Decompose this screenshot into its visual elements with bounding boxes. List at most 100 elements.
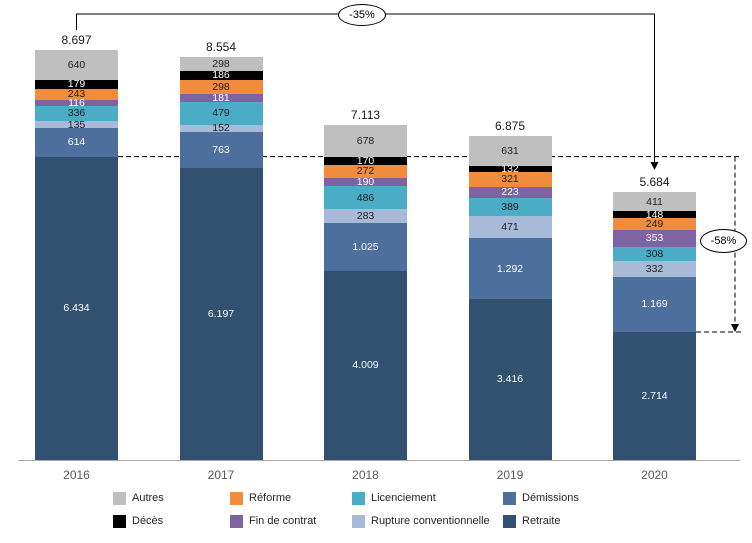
legend-label: Retraite bbox=[522, 515, 561, 527]
segment-value-label: 170 bbox=[356, 154, 375, 167]
legend-label: Rupture conventionnelle bbox=[371, 515, 490, 527]
bar-segment-licenciement: 308 bbox=[613, 246, 696, 262]
segment-value-label: 763 bbox=[212, 143, 230, 156]
legend-swatch bbox=[230, 515, 243, 528]
segment-value-label: 631 bbox=[501, 144, 519, 157]
legend-label: Réforme bbox=[249, 492, 292, 504]
legend-item-décès: Décès bbox=[113, 515, 230, 528]
segment-value-label: 332 bbox=[645, 262, 664, 275]
bar-segment-fin-de-contrat: 190 bbox=[324, 175, 407, 188]
segment-value-label: 640 bbox=[67, 58, 86, 71]
segment-value-label: 353 bbox=[645, 232, 664, 245]
segment-value-label: 298 bbox=[212, 80, 230, 93]
bar-total-label: 7.113 bbox=[350, 107, 381, 122]
bar-segment-réforme: 321 bbox=[468, 171, 552, 188]
segment-value-label: 389 bbox=[501, 200, 519, 213]
annotation-total-change: -35% bbox=[338, 4, 386, 26]
bar-segment-réforme: 272 bbox=[324, 164, 407, 178]
bar-segment-autres: 298 bbox=[179, 56, 263, 71]
bar-segment-licenciement: 336 bbox=[35, 105, 118, 122]
bar-segment-retraite: 3.416 bbox=[468, 298, 552, 460]
legend-label: Fin de contrat bbox=[249, 515, 317, 527]
x-axis-label: 2018 bbox=[352, 468, 379, 482]
legend-label: Démissions bbox=[522, 492, 579, 504]
segment-value-label: 614 bbox=[67, 135, 86, 148]
segment-value-label: 1.169 bbox=[641, 298, 668, 311]
segment-value-label: 471 bbox=[501, 220, 519, 233]
legend-swatch bbox=[503, 515, 516, 528]
bar-segment-décès: 170 bbox=[324, 154, 407, 167]
bar-segment-démissions: 1.169 bbox=[613, 276, 696, 333]
bar-segment-décès: 148 bbox=[613, 210, 696, 220]
segment-value-label: 678 bbox=[356, 134, 375, 147]
segment-value-label: 308 bbox=[645, 247, 664, 260]
bar-segment-autres: 631 bbox=[468, 135, 552, 166]
bar-segment-décès: 186 bbox=[179, 68, 263, 81]
segment-value-label: 181 bbox=[212, 91, 230, 104]
segment-value-label: 321 bbox=[501, 173, 519, 186]
bar-segment-décès: 132 bbox=[468, 164, 552, 174]
bar-segment-retraite: 6.434 bbox=[35, 156, 118, 460]
legend-swatch bbox=[352, 515, 365, 528]
annotation-total-change-label: -35% bbox=[349, 9, 375, 21]
legend-item-autres: Autres bbox=[113, 492, 230, 505]
legend-item-retraite: Retraite bbox=[503, 515, 579, 528]
legend-swatch bbox=[113, 515, 126, 528]
segment-value-label: 283 bbox=[356, 209, 375, 222]
segment-value-label: 186 bbox=[212, 68, 230, 81]
stacked-bar-2018: 4.009 1.025 283 486 190 272 170 678 bbox=[324, 124, 407, 460]
x-axis-label: 2020 bbox=[641, 468, 668, 482]
legend-label: Autres bbox=[132, 492, 164, 504]
legend-item-réforme: Réforme bbox=[230, 492, 352, 505]
segment-value-label: 3.416 bbox=[496, 373, 524, 386]
x-axis-label: 2019 bbox=[496, 468, 524, 482]
segment-value-label: 1.025 bbox=[352, 240, 379, 253]
legend-item-rupture-conventionnelle: Rupture conventionnelle bbox=[352, 515, 503, 528]
stacked-bar-2020: 2.714 1.169 332 308 353 249 148 411 bbox=[613, 192, 696, 460]
bar-segment-fin-de-contrat: 116 bbox=[35, 98, 118, 108]
bar-segment-rupture-conventionnelle: 283 bbox=[324, 209, 407, 223]
stacked-bar-2019: 3.416 1.292 471 389 223 321 132 631 bbox=[468, 135, 552, 460]
stacked-bar-2016: 6.434 614 135 336 116 243 179 640 bbox=[35, 50, 118, 460]
segment-value-label: 4.009 bbox=[352, 359, 379, 372]
legend-label: Licenciement bbox=[371, 492, 436, 504]
bar-segment-réforme: 298 bbox=[179, 79, 263, 94]
bar-segment-démissions: 1.025 bbox=[324, 222, 407, 271]
bar-segment-décès: 179 bbox=[35, 78, 118, 91]
x-axis-label: 2017 bbox=[207, 468, 235, 482]
x-axis-line bbox=[18, 460, 740, 461]
segment-value-label: 1.292 bbox=[496, 262, 524, 275]
bar-segment-fin-de-contrat: 353 bbox=[613, 230, 696, 247]
bar-segment-rupture-conventionnelle: 135 bbox=[35, 119, 118, 129]
annotation-retraite-change: -58% bbox=[700, 229, 747, 253]
segment-value-label: 190 bbox=[356, 175, 375, 188]
legend-swatch bbox=[352, 492, 365, 505]
legend-swatch bbox=[230, 492, 243, 505]
segment-value-label: 411 bbox=[646, 195, 663, 208]
segment-value-label: 272 bbox=[356, 164, 375, 177]
bar-segment-démissions: 614 bbox=[35, 127, 118, 157]
bar-segment-autres: 411 bbox=[613, 192, 696, 212]
legend-label: Décès bbox=[132, 515, 164, 527]
bar-segment-réforme: 249 bbox=[613, 218, 696, 231]
bar-total-label: 8.554 bbox=[205, 39, 237, 54]
segment-value-label: 298 bbox=[212, 57, 230, 70]
segment-value-label: 179 bbox=[67, 78, 86, 91]
legend: Autres Réforme Licenciement Démissions Décès… bbox=[113, 492, 579, 528]
legend-swatch bbox=[113, 492, 126, 505]
bar-segment-retraite: 4.009 bbox=[324, 271, 407, 460]
bar-segment-démissions: 763 bbox=[179, 131, 263, 168]
bar-total-label: 8.697 bbox=[61, 33, 92, 47]
legend-item-démissions: Démissions bbox=[503, 492, 579, 505]
legend-swatch bbox=[503, 492, 516, 505]
bar-total-label: 5.684 bbox=[639, 175, 670, 190]
annotation-retraite-change-label: -58% bbox=[710, 235, 737, 247]
bar-segment-autres: 678 bbox=[324, 124, 407, 157]
segment-value-label: 6.197 bbox=[207, 307, 235, 320]
bar-total-label: 6.875 bbox=[494, 118, 526, 133]
bar-segment-rupture-conventionnelle: 471 bbox=[468, 215, 552, 239]
bar-segment-fin-de-contrat: 223 bbox=[468, 187, 552, 198]
bar-segment-licenciement: 479 bbox=[179, 102, 263, 125]
legend-item-fin-de-contrat: Fin de contrat bbox=[230, 515, 352, 528]
